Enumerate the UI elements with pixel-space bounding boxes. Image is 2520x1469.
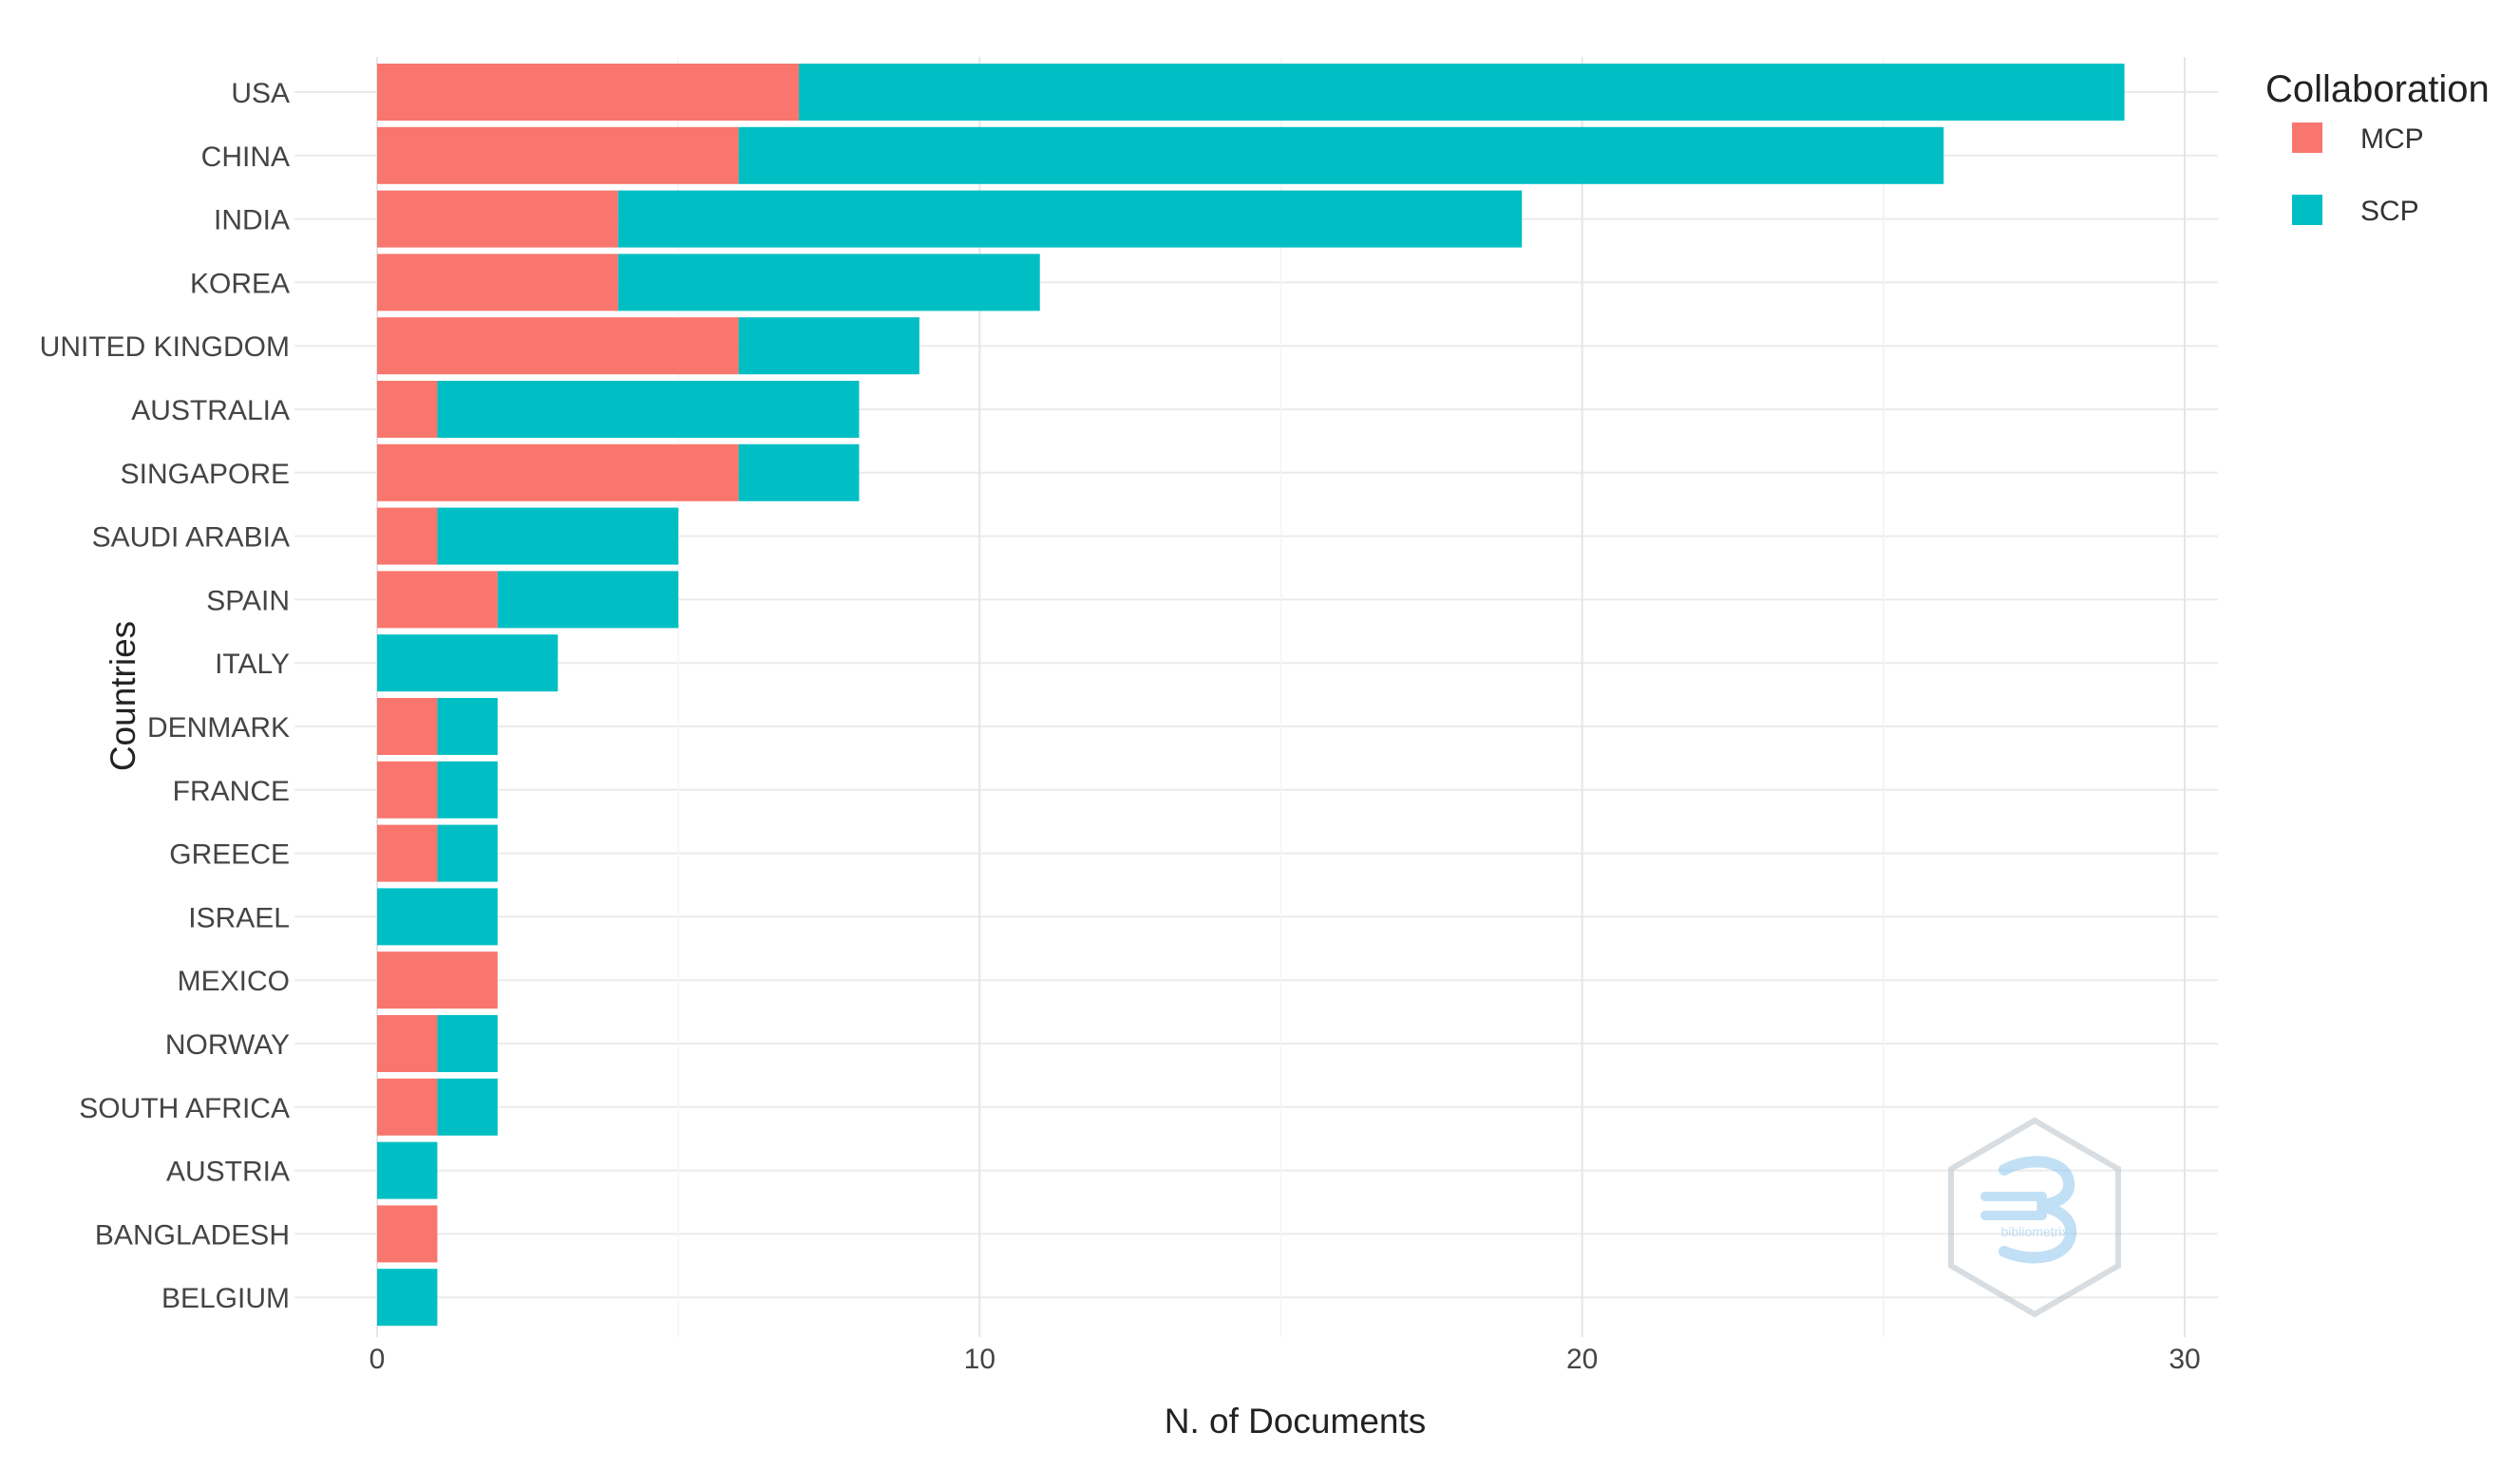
bar-scp-austria (377, 1141, 438, 1199)
y-tick-label: BANGLADESH (95, 1219, 290, 1251)
bar-mcp-india (377, 190, 618, 248)
y-tick-label: SPAIN (206, 585, 290, 616)
bar-mcp-bangladesh (377, 1205, 438, 1263)
legend-items: MCP SCP (2292, 122, 2424, 227)
bar-scp-denmark (437, 698, 498, 755)
bar-scp-australia (437, 381, 860, 438)
x-tick-label: 0 (369, 1344, 386, 1375)
y-tick-label: CHINA (201, 141, 290, 173)
bar-scp-south-africa (437, 1078, 498, 1136)
y-tick-label: UNITED KINGDOM (40, 331, 290, 363)
y-tick-label: BELGIUM (161, 1283, 290, 1314)
bar-mcp-greece (377, 824, 438, 882)
bar-mcp-singapore (377, 443, 739, 501)
y-tick-label: SAUDI ARABIA (92, 522, 290, 554)
bar-mcp-usa (377, 64, 800, 121)
legend-label-mcp: MCP (2360, 123, 2424, 155)
y-tick-label: FRANCE (173, 776, 290, 807)
legend-title: Collaboration (2265, 68, 2490, 110)
y-tick-label: AUSTRALIA (131, 395, 290, 426)
bar-scp-korea (617, 254, 1040, 311)
y-tick-label: INDIA (214, 205, 290, 236)
legend-swatch-scp (2292, 195, 2322, 225)
x-tick-label: 10 (964, 1344, 995, 1375)
watermark-text: bibliometrix (2001, 1224, 2069, 1239)
bar-scp-israel (377, 888, 498, 946)
bar-scp-united-kingdom (738, 317, 919, 375)
bar-mcp-australia (377, 381, 438, 438)
x-tick-label: 30 (2169, 1344, 2200, 1375)
x-axis-title: N. of Documents (1165, 1402, 1427, 1441)
y-tick-label: SOUTH AFRICA (79, 1093, 290, 1124)
bar-mcp-denmark (377, 698, 438, 755)
bar-mcp-norway (377, 1015, 438, 1072)
bar-scp-belgium (377, 1269, 438, 1327)
y-tick-label: SINGAPORE (121, 459, 290, 490)
y-tick-label: AUSTRIA (166, 1157, 290, 1188)
bar-mcp-china (377, 126, 739, 184)
legend: Collaboration MCP SCP (2265, 68, 2490, 227)
bar-scp-singapore (738, 443, 860, 501)
bar-mcp-france (377, 761, 438, 819)
y-tick-label: ISRAEL (188, 902, 290, 933)
y-tick-label: KOREA (190, 268, 290, 299)
bar-mcp-mexico (377, 951, 498, 1009)
y-tick-label: GREECE (169, 839, 290, 871)
bar-mcp-south-africa (377, 1078, 438, 1136)
bar-layer (377, 64, 2125, 1327)
y-tick-labels: USA CHINA INDIA KOREA UNITED KINGDOM AUSTRALI… (40, 78, 290, 1314)
y-tick-label: NORWAY (165, 1029, 290, 1061)
bar-mcp-spain (377, 571, 498, 629)
bar-mcp-saudi-arabia (377, 507, 438, 565)
bar-scp-italy (377, 634, 559, 692)
bar-scp-spain (497, 571, 679, 629)
y-tick-label: MEXICO (178, 966, 290, 997)
bar-mcp-united-kingdom (377, 317, 739, 375)
y-tick-label: DENMARK (147, 712, 290, 744)
bar-scp-china (738, 126, 1944, 184)
bar-scp-norway (437, 1015, 498, 1072)
x-tick-label: 20 (1566, 1344, 1598, 1375)
legend-label-scp: SCP (2360, 196, 2419, 227)
bar-scp-saudi-arabia (437, 507, 679, 565)
bar-scp-india (617, 190, 1523, 248)
watermark-logo: bibliometrix (1948, 1117, 2121, 1318)
x-tick-labels: 0 10 20 30 (369, 1344, 2201, 1375)
y-axis-title: Countries (104, 621, 142, 771)
bar-scp-france (437, 761, 498, 819)
bar-scp-greece (437, 824, 498, 882)
y-tick-label: USA (231, 78, 290, 109)
legend-swatch-mcp (2292, 122, 2322, 153)
grid-layer (294, 57, 2218, 1338)
bar-mcp-korea (377, 254, 618, 311)
bar-scp-usa (799, 64, 2125, 121)
y-tick-label: ITALY (215, 649, 290, 680)
